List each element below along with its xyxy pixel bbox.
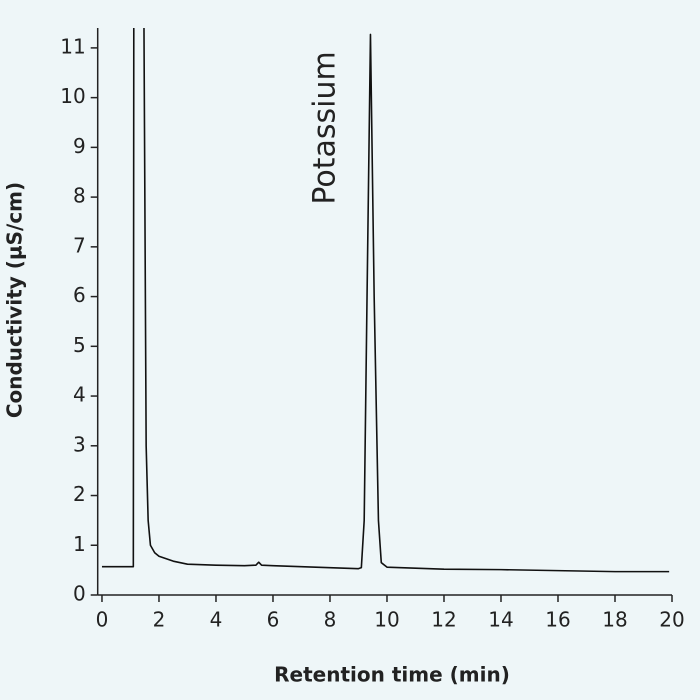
- x-axis-title: Retention time (min): [274, 663, 510, 687]
- y-tick-label: 3: [73, 432, 86, 456]
- y-axis-title: Conductivity (µS/cm): [3, 182, 27, 418]
- x-tick-label: 2: [153, 608, 166, 632]
- x-tick-label: 10: [374, 608, 399, 632]
- x-tick-label: 8: [324, 608, 337, 632]
- x-tick-label: 4: [210, 608, 223, 632]
- y-tick-label: 4: [73, 383, 86, 407]
- y-tick-label: 10: [60, 84, 85, 108]
- peak-annotation: Potassium: [308, 51, 343, 204]
- y-tick-label: 5: [73, 333, 86, 357]
- x-tick-label: 12: [431, 608, 456, 632]
- chromatogram-line: [101, 28, 670, 573]
- x-tick-label: 6: [267, 608, 280, 632]
- x-tick-label: 16: [545, 608, 570, 632]
- y-tick-label: 0: [73, 582, 86, 606]
- y-tick-label: 1: [73, 532, 86, 556]
- y-tick-label: 6: [73, 283, 86, 307]
- y-tick-label: 9: [73, 134, 86, 158]
- y-tick-label: 2: [73, 482, 86, 506]
- x-tick-label: 14: [488, 608, 513, 632]
- x-tick-label: 0: [96, 608, 109, 632]
- x-tick-label: 20: [659, 608, 684, 632]
- x-tick-label: 18: [602, 608, 627, 632]
- y-tick-label: 7: [73, 233, 86, 257]
- y-tick-label: 11: [60, 34, 85, 58]
- y-tick-label: 8: [73, 184, 86, 208]
